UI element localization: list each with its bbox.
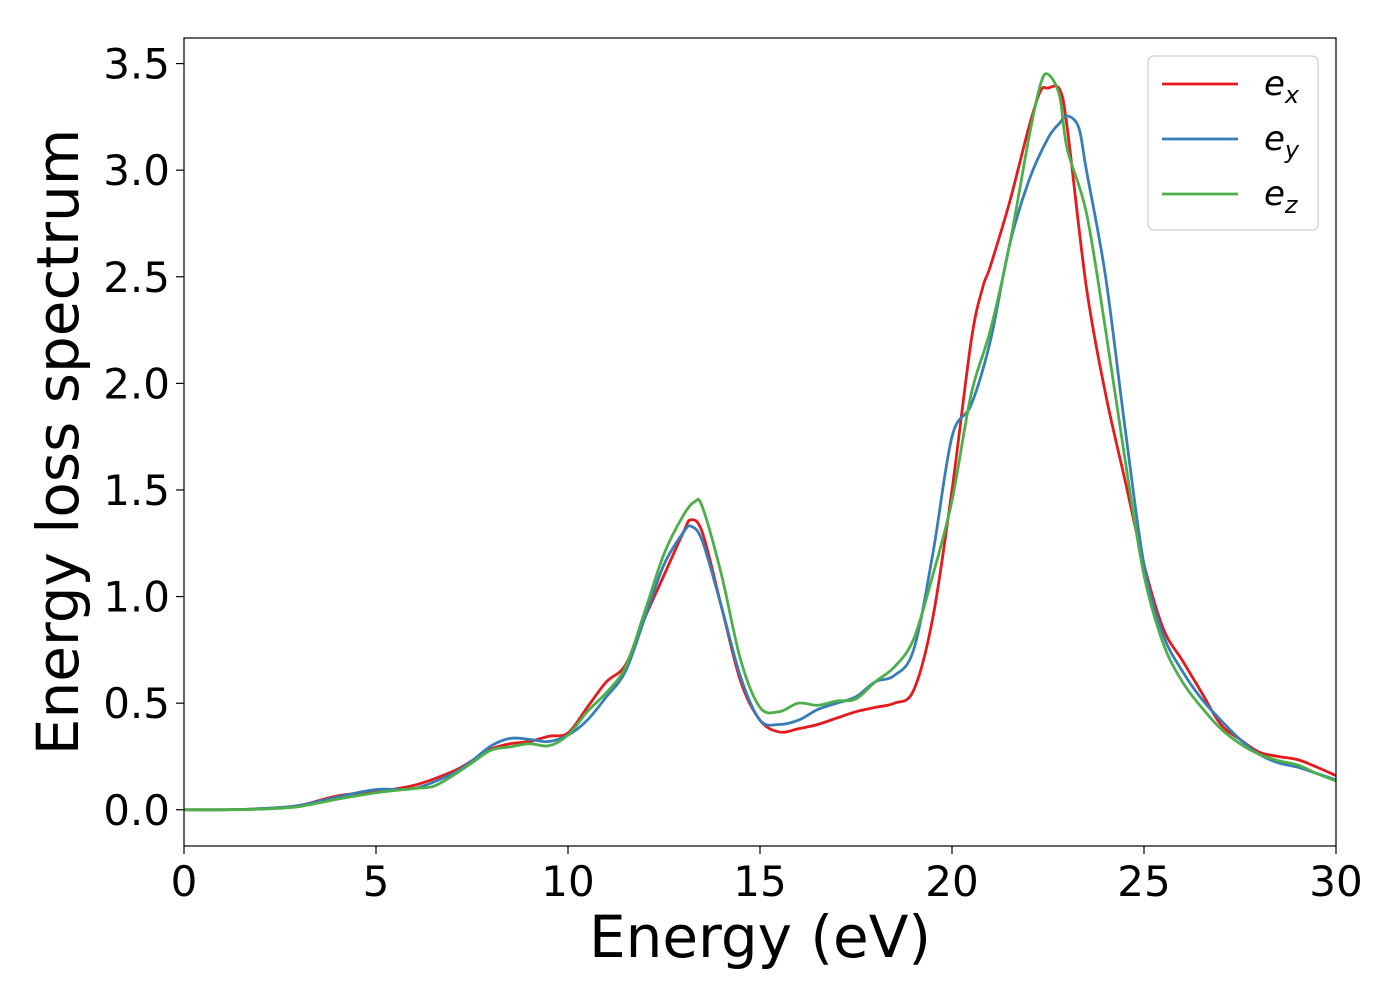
series-line-z — [184, 72, 1336, 812]
x-tick-label: 0 — [171, 857, 198, 906]
y-tick-label: 2.0 — [103, 359, 170, 408]
y-axis-ticks: 0.0 0.5 1.0 1.5 2.0 2.5 3.0 3.5 — [103, 40, 184, 835]
series-line-y — [184, 114, 1336, 812]
x-tick-label: 5 — [363, 857, 390, 906]
x-tick-label: 15 — [733, 857, 786, 906]
y-tick-label: 0.5 — [103, 679, 170, 728]
x-axis-label: Energy (eV) — [589, 903, 931, 971]
y-tick-label: 1.0 — [103, 573, 170, 622]
x-axis-ticks: 0 5 10 15 20 25 30 — [171, 846, 1363, 906]
series-layer — [184, 72, 1336, 812]
y-tick-label: 1.5 — [103, 466, 170, 515]
legend-box — [1147, 55, 1319, 231]
y-tick-label: 2.5 — [103, 253, 170, 302]
x-tick-label: 20 — [925, 857, 978, 906]
x-tick-label: 25 — [1117, 857, 1170, 906]
y-tick-label: 3.0 — [103, 146, 170, 195]
y-tick-label: 3.5 — [103, 40, 170, 89]
x-tick-label: 10 — [541, 857, 594, 906]
y-tick-label: 0.0 — [103, 786, 170, 835]
x-tick-label: 30 — [1309, 857, 1362, 906]
y-axis-label: Energy loss spectrum — [24, 129, 92, 755]
